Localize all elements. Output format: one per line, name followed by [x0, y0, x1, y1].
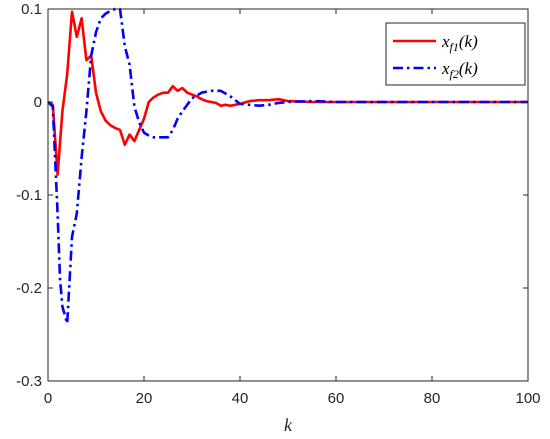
y-tick-label: 0.1 — [21, 1, 42, 18]
x-tick-label: 20 — [136, 390, 153, 407]
x-tick-label: 40 — [232, 390, 249, 407]
y-tick-label: 0 — [34, 94, 42, 111]
legend-label-2: xf2(k) — [441, 59, 478, 81]
x-tick-label: 60 — [328, 390, 345, 407]
legend-box — [385, 22, 526, 86]
x-tick-label: 100 — [515, 390, 540, 407]
y-tick-label: -0.2 — [16, 280, 42, 297]
series-line-1 — [47, 10, 528, 176]
y-tick-label: -0.3 — [16, 373, 42, 390]
x-tick-label: 0 — [44, 390, 52, 407]
x-tick-label: 80 — [424, 390, 441, 407]
x-axis-label: k — [284, 415, 293, 435]
y-tick-label: -0.1 — [16, 187, 42, 204]
series-line-2 — [47, 7, 528, 325]
legend-label-1: xf1(k) — [441, 32, 478, 54]
